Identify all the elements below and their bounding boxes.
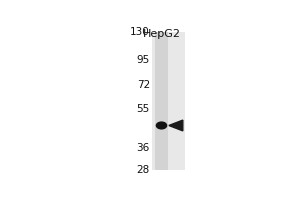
Text: 72: 72 <box>136 80 150 90</box>
Text: 95: 95 <box>136 55 150 65</box>
Text: 55: 55 <box>136 104 150 114</box>
Text: 36: 36 <box>136 143 150 153</box>
Circle shape <box>156 122 167 129</box>
Text: HepG2: HepG2 <box>142 29 181 39</box>
Bar <box>155 32 168 170</box>
Text: 28: 28 <box>136 165 150 175</box>
Bar <box>152 32 185 170</box>
Polygon shape <box>169 120 183 131</box>
Text: 130: 130 <box>130 27 150 37</box>
